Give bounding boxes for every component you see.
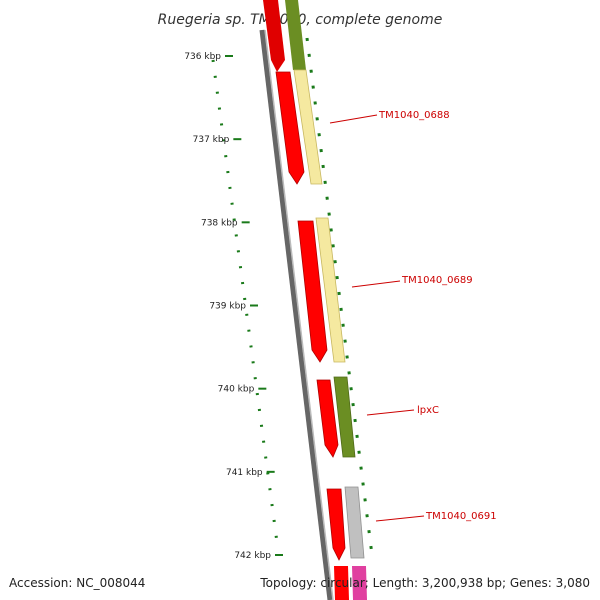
ruler-tick-label: 739 kbp: [209, 302, 246, 312]
leader-line: [329, 114, 378, 124]
accession-text: Accession: NC_008044: [9, 576, 145, 590]
gene-arrow-tm1040-0689: [297, 220, 328, 363]
ruler-tick-label: 741 kbp: [226, 468, 263, 478]
leader-line: [351, 280, 401, 288]
genome-summary-text: Topology: circular; Length: 3,200,938 bp…: [259, 576, 590, 590]
backbone-line: [259, 29, 333, 600]
label-tm1040-0689: TM1040_0689: [401, 275, 473, 286]
backbone-highlight: [264, 29, 334, 600]
gene-arrow-pale-0689: [315, 217, 346, 363]
ruler-tick-label: 738 kbp: [201, 218, 238, 228]
gene-arrow-bottom-magenta: [352, 566, 367, 600]
ruler-tick-label: 740 kbp: [218, 385, 255, 395]
label-lpxc: lpxC: [417, 405, 439, 416]
leader-line: [375, 515, 425, 522]
ruler-tick-label: 742 kbp: [234, 551, 271, 561]
gene-arrow-tm1040-0688: [275, 71, 305, 185]
gene-arrow-tm1040-0691: [326, 488, 346, 561]
label-tm1040-0688: TM1040_0688: [378, 110, 450, 121]
gene-arrow-cds: [263, 0, 285, 72]
gene-arrow-bottom-red: [334, 566, 349, 600]
gene-arrow-gray-0691: [344, 486, 365, 559]
gene-arrow-lpxc-red: [316, 379, 339, 458]
features: [263, 0, 367, 600]
leader-line: [366, 409, 415, 416]
ruler-tick-label: 737 kbp: [193, 135, 230, 145]
label-tm1040-0691: TM1040_0691: [425, 511, 497, 522]
gene-labels: TM1040_0688 TM1040_0689 lpxC TM1040_0691: [329, 110, 497, 522]
ruler-tick-label: 736 kbp: [184, 52, 221, 62]
gene-arrow-lpxc: [333, 376, 356, 458]
ruler-ticks: 736 kbp 737 kbp 738 kbp 739 kbp 740 kbp 741 k…: [184, 52, 283, 561]
outer-ruler-dots: [305, 37, 374, 556]
gene-arrow-pale-0688: [293, 69, 323, 185]
gene-arrow-green: [285, 0, 306, 70]
